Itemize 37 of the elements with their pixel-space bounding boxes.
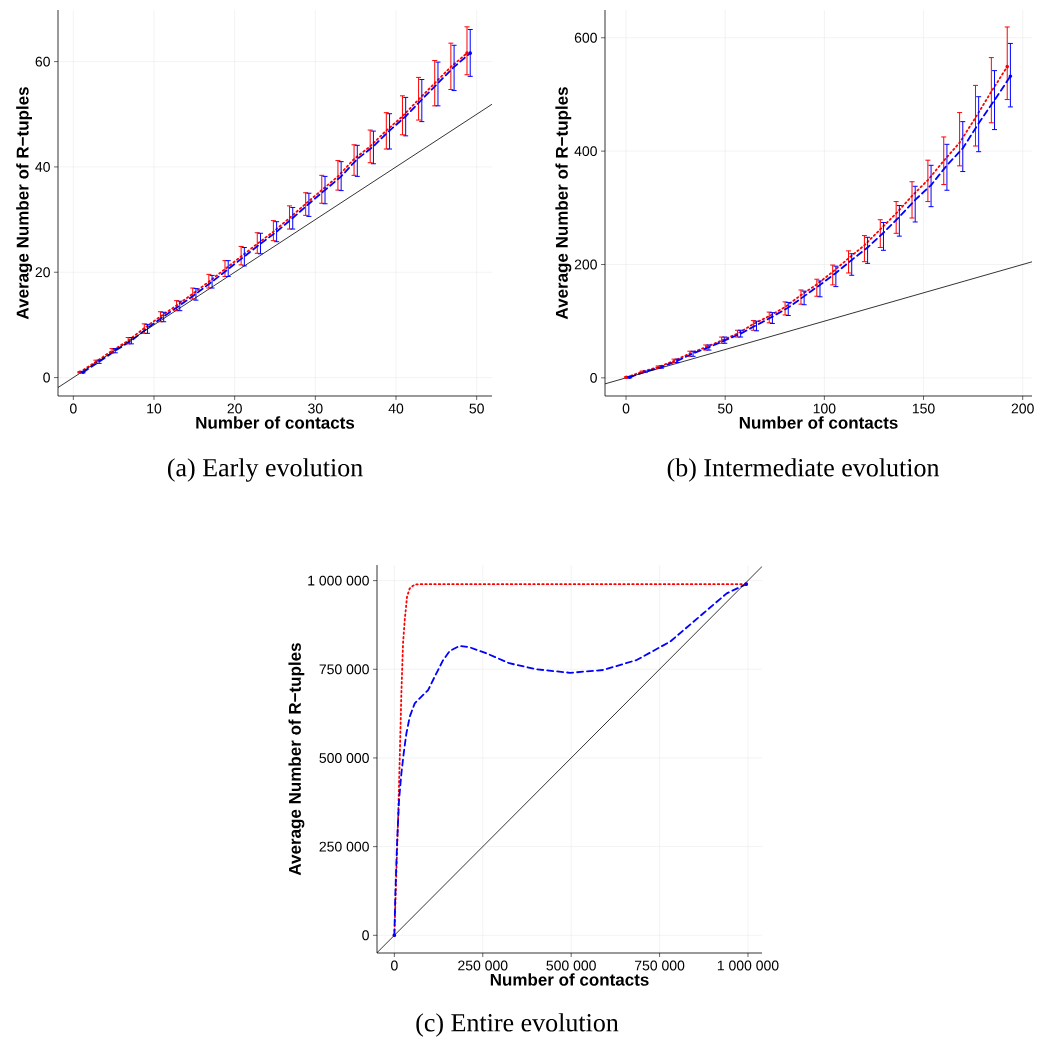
y-tick-label: 1 000 000 [308,575,369,586]
text: (a) Early evolution [167,458,363,482]
x-tick-label: 0 [391,960,398,971]
y-tick-label: 40 [35,161,50,172]
x-tick-label: 50 [717,403,733,414]
y-tick-label: 400 [574,146,597,157]
x-tick-label: 750 000 [634,960,685,971]
y-tick-label: 600 [574,32,597,43]
x-axis-title: Number of contacts [739,416,898,429]
x-tick-label: 10 [147,403,162,414]
x-tick-label: 250 000 [458,960,508,971]
y-tick-label: 200 [574,259,597,270]
y-axis-title: Average Number of R−tuples [16,87,33,320]
y-tick-label: 60 [35,56,50,67]
y-tick-label: 0 [43,372,50,383]
x-tick-label: 50 [469,403,484,414]
x-axis-title: Number of contacts [490,973,649,986]
y-tick-label: 0 [362,930,369,941]
y-axis-title: Average Number of R−tuples [555,87,572,320]
x-tick-label: 200 [1011,403,1034,414]
x-tick-label: 0 [69,403,77,414]
x-axis-title: Number of contacts [196,416,355,429]
x-tick-label: 20 [227,403,242,414]
text: (b) Intermediate evolution [667,458,940,482]
x-tick-label: 100 [813,403,836,414]
x-tick-label: 30 [308,403,323,414]
y-tick-label: 0 [590,372,597,383]
y-tick-label: 20 [35,267,50,278]
y-axis-title: Average Number of R−tuples [288,643,305,876]
text: (c) Entire evolution [416,1013,619,1037]
x-tick-label: 0 [622,403,630,414]
y-tick-label: 750 000 [319,664,369,675]
y-tick-label: 250 000 [319,841,369,852]
y-tick-label: 500 000 [319,752,369,763]
x-tick-label: 40 [388,403,404,414]
x-tick-label: 1 000 000 [717,960,779,971]
x-tick-label: 150 [912,403,935,414]
